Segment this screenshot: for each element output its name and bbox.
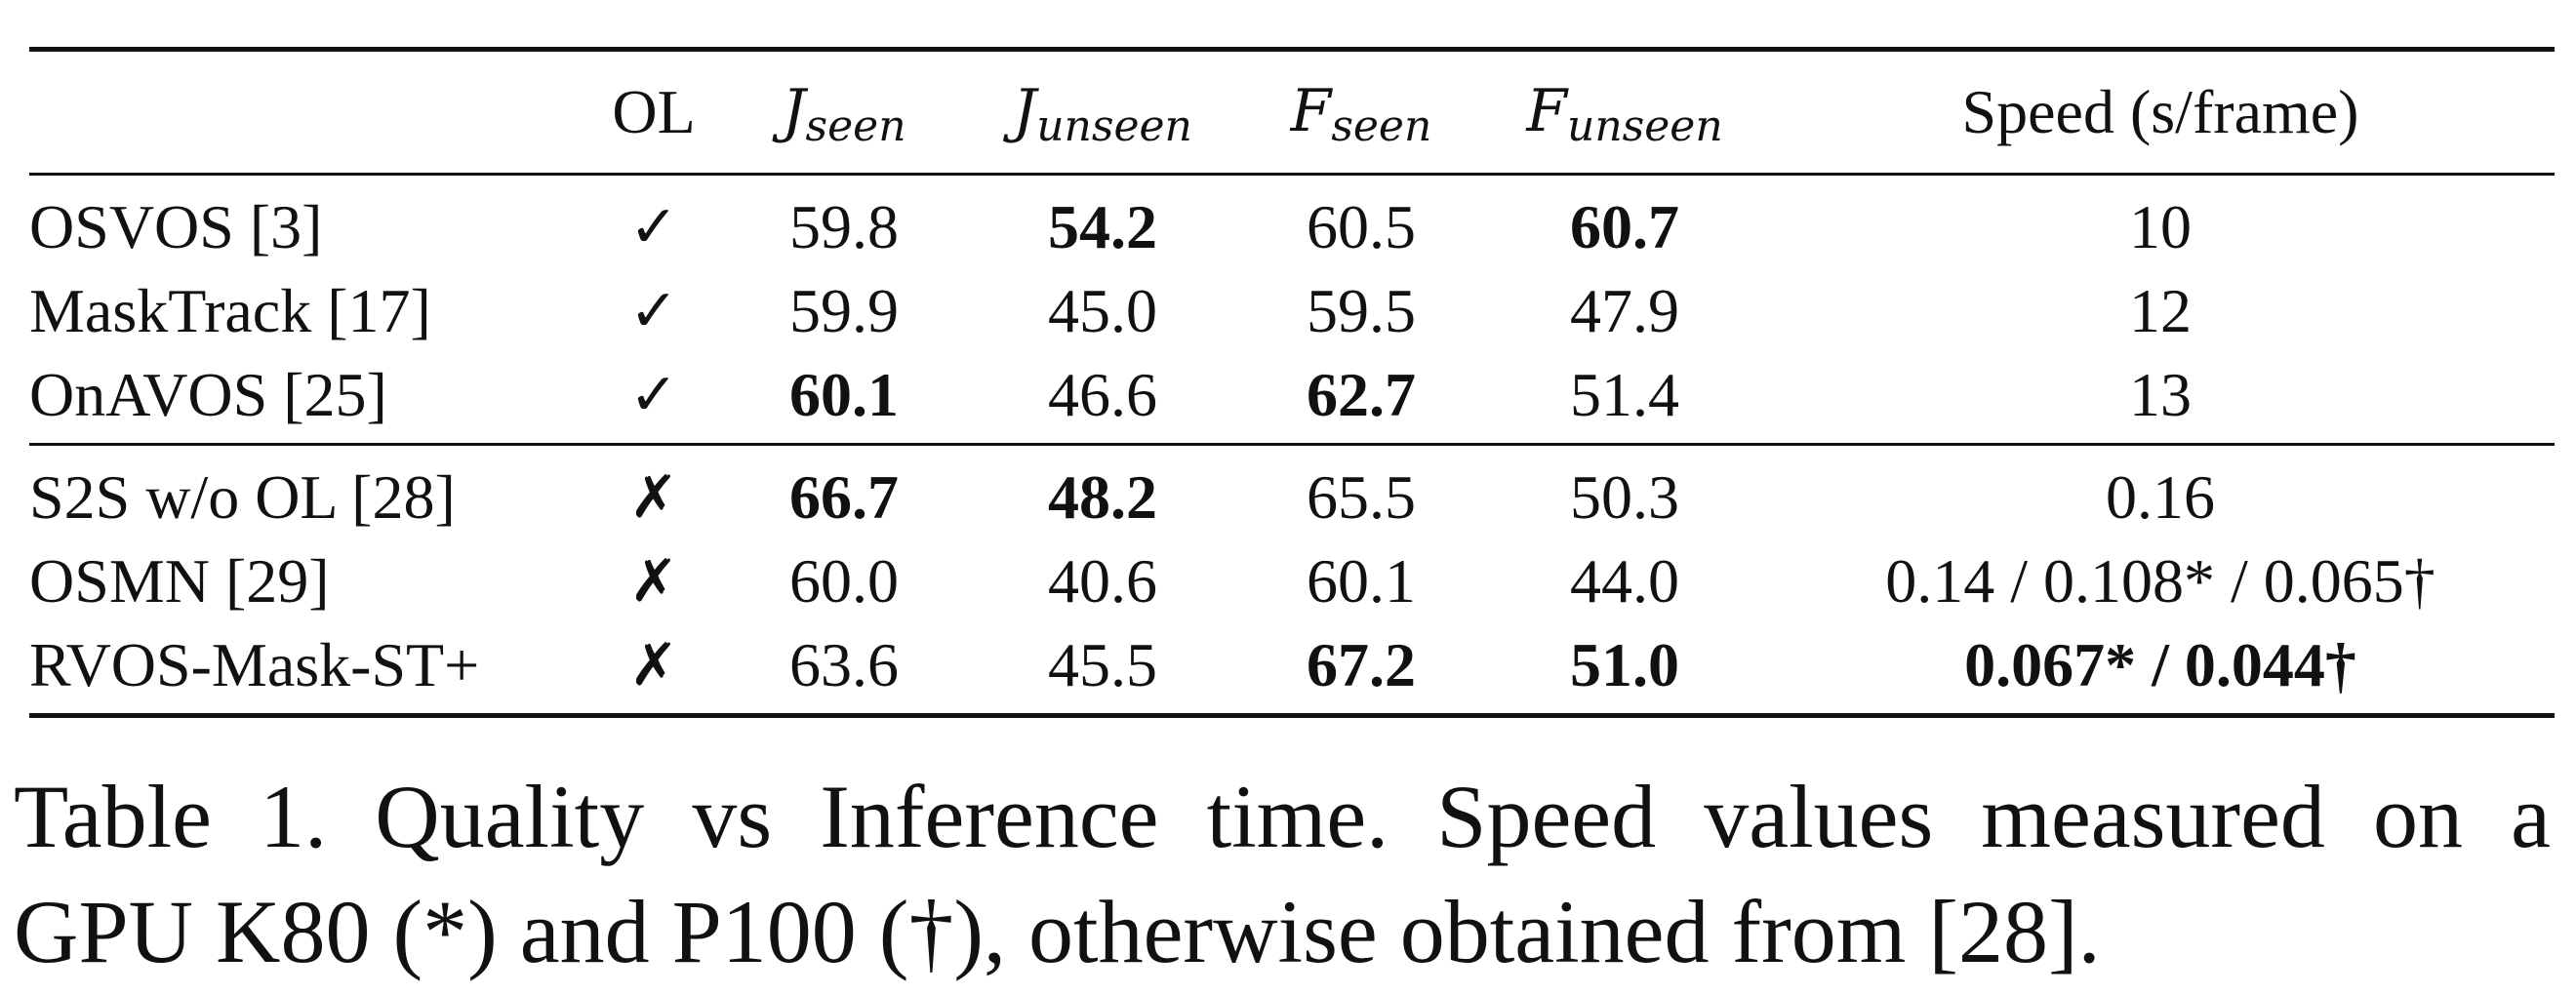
cell-f-seen: 65.5 [1307,462,1416,532]
header-method [29,47,585,176]
table-caption: Table 1. Quality vs Inference time. Spee… [14,759,2551,989]
header-f-seen-sub: seen [1331,100,1432,151]
cell-j-unseen: 54.2 [1048,192,1157,261]
header-f-unseen-base: F [1526,76,1567,145]
header-f-seen-base: F [1290,76,1332,145]
cell-j-unseen: 48.2 [1048,462,1157,532]
header-f-unseen-sub: unseen [1566,100,1723,151]
table-row: MaskTrack [17] ✓ 59.9 45.0 59.5 47.9 12 [29,269,2555,353]
cell-method: MaskTrack [17] [29,276,431,345]
header-j-seen-base: J [782,76,806,145]
cell-j-seen: 66.7 [789,462,899,532]
cell-ol: ✗ [628,463,679,532]
header-row: OL Jseen Junseen Fseen Funseen Speed (s/… [29,47,2555,176]
cell-method: OSMN [29] [29,546,330,616]
cell-method: RVOS-Mask-ST+ [29,623,585,718]
header-j-unseen: Junseen [966,47,1239,176]
header-j-seen-sub: seen [805,100,906,151]
cell-f-unseen: 60.7 [1570,192,1679,261]
header-j-unseen-base: J [1013,76,1037,145]
table-row: OnAVOS [25] ✓ 60.1 46.6 62.7 51.4 13 [29,353,2555,446]
cell-ol: ✓ [628,193,679,261]
cell-speed: 13 [1766,353,2555,446]
header-j-seen: Jseen [722,47,966,176]
results-table: OL Jseen Junseen Fseen Funseen Speed (s/… [29,47,2555,718]
caption-line-1: Table 1. Quality vs Inference time. Spee… [14,767,2551,866]
cell-speed: 12 [2129,276,2192,345]
header-f-unseen: Funseen [1483,47,1766,176]
cell-f-unseen: 50.3 [1570,462,1679,532]
header-speed: Speed (s/frame) [1766,47,2555,176]
table-header: OL Jseen Junseen Fseen Funseen Speed (s/… [29,47,2555,176]
cell-f-unseen: 44.0 [1570,546,1679,616]
cell-j-seen: 60.1 [722,353,966,446]
cell-method: S2S w/o OL [28] [29,462,456,532]
cell-j-seen: 59.9 [789,276,899,345]
cell-j-seen: 59.8 [789,192,899,261]
cell-ol: ✓ [628,277,679,345]
cell-method: OnAVOS [25] [29,353,585,446]
header-ol: OL [585,47,722,176]
cell-f-unseen: 51.0 [1483,623,1766,718]
table-row: RVOS-Mask-ST+ ✗ 63.6 45.5 67.2 51.0 0.067* / 0… [29,623,2555,718]
cell-f-unseen: 51.4 [1483,353,1766,446]
results-table-container: OL Jseen Junseen Fseen Funseen Speed (s/… [29,47,2555,718]
cell-ol: ✗ [628,547,679,616]
cell-speed: 10 [2129,192,2192,261]
no-online-learning-group: S2S w/o OL [28] ✗ 66.7 48.2 65.5 50.3 0.16 OSMN… [29,445,2555,718]
header-j-unseen-sub: unseen [1036,100,1192,151]
cell-method: OSVOS [3] [29,192,323,261]
cell-f-seen: 62.7 [1239,353,1483,446]
cell-speed: 0.16 [2106,462,2215,532]
cell-j-unseen: 40.6 [1048,546,1157,616]
caption-line-2: GPU K80 (*) and P100 (†), otherwise obta… [14,882,2101,981]
cell-ol: ✗ [585,623,722,718]
cell-f-seen: 60.5 [1307,192,1416,261]
cell-j-unseen: 46.6 [966,353,1239,446]
table-row: S2S w/o OL [28] ✗ 66.7 48.2 65.5 50.3 0.16 [29,445,2555,540]
cell-j-unseen: 45.5 [966,623,1239,718]
cell-speed: 0.067* / 0.044† [1766,623,2555,718]
table-row: OSMN [29] ✗ 60.0 40.6 60.1 44.0 0.14 / 0.108* … [29,539,2555,623]
cell-j-unseen: 45.0 [1048,276,1157,345]
table-row: OSVOS [3] ✓ 59.8 54.2 60.5 60.7 10 [29,175,2555,270]
cell-j-seen: 60.0 [789,546,899,616]
cell-j-seen: 63.6 [722,623,966,718]
cell-speed: 0.14 / 0.108* / 0.065† [1885,546,2435,616]
cell-ol: ✓ [585,353,722,446]
header-f-seen: Fseen [1239,47,1483,176]
cell-f-unseen: 47.9 [1570,276,1679,345]
cell-f-seen: 60.1 [1307,546,1416,616]
cell-f-seen: 59.5 [1307,276,1416,345]
online-learning-group: OSVOS [3] ✓ 59.8 54.2 60.5 60.7 10 MaskTrack [1… [29,175,2555,446]
cell-f-seen: 67.2 [1239,623,1483,718]
